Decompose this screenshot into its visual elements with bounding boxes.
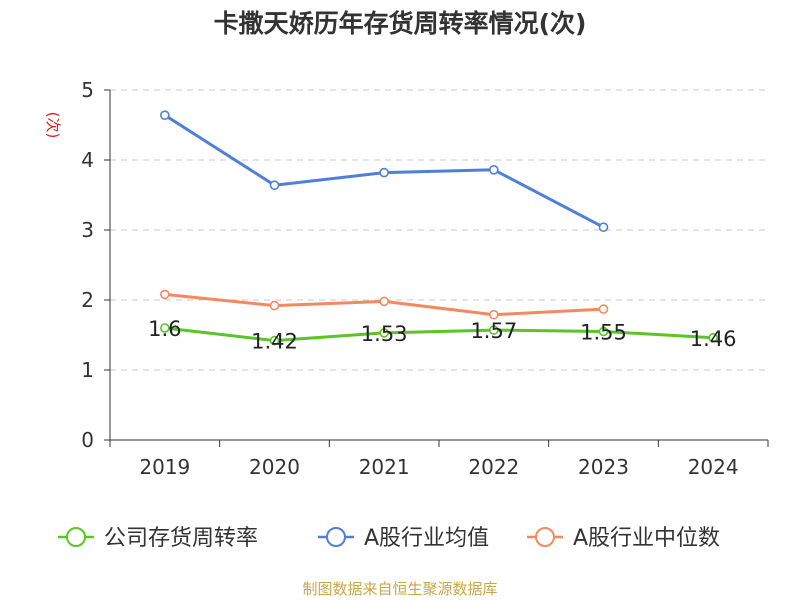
y-axis-label: (次) (44, 112, 62, 139)
data-point (160, 323, 170, 333)
data-point (269, 335, 280, 346)
legend-marker (66, 527, 86, 547)
y-tick-label: 5 (81, 78, 94, 102)
data-point (269, 300, 280, 311)
data-point (489, 325, 499, 335)
data-label: 1.42 (251, 330, 298, 354)
chart-title: 卡撒天娇历年存货周转率情况(次) (213, 9, 587, 38)
x-tick-label: 2023 (578, 455, 629, 479)
y-tick-label: 2 (81, 288, 94, 312)
data-labels: 1.6 1.42 1.53 1.57 1.55 1.46 (148, 317, 736, 354)
data-point (598, 304, 609, 314)
data-point (708, 332, 718, 343)
y-tick-label: 0 (81, 428, 94, 452)
data-point (489, 165, 499, 175)
data-label: 1.57 (470, 319, 517, 343)
y-tick-label: 4 (81, 148, 94, 172)
x-tick-label: 2022 (468, 455, 519, 479)
data-point (379, 328, 389, 338)
data-point (598, 326, 609, 337)
y-tick-label: 1 (81, 358, 94, 382)
data-point (269, 180, 280, 190)
data-point (379, 296, 389, 307)
x-tick-label: 2020 (249, 455, 300, 479)
legend-label: 公司存货周转率 (104, 526, 258, 551)
data-point (379, 167, 389, 178)
legend-label: A股行业均值 (364, 526, 489, 551)
tick-labels: 0 1 2 3 4 5 2019 2020 2021 2022 2023 2024 (次) (44, 78, 739, 479)
legend-marker (535, 527, 555, 547)
data-point (598, 222, 609, 232)
legend-marker (326, 527, 346, 547)
data-label: 1.6 (148, 317, 181, 341)
grid-lines (110, 89, 768, 371)
x-tick-label: 2019 (139, 455, 190, 479)
legend-label: A股行业中位数 (573, 526, 720, 551)
source-note: 制图数据来自恒生聚源数据库 (302, 580, 498, 598)
data-point (160, 110, 170, 120)
legend: 公司存货周转率 A股行业均值 A股行业中位数 (58, 526, 720, 551)
data-points (160, 110, 718, 346)
x-tick-label: 2024 (688, 455, 739, 479)
data-label: 1.46 (690, 327, 737, 351)
y-tick-label: 3 (81, 218, 94, 242)
data-label: 1.55 (580, 321, 627, 345)
x-tick-label: 2021 (359, 455, 410, 479)
series-line-0 (163, 326, 715, 343)
data-label: 1.53 (361, 322, 408, 346)
data-point (160, 289, 170, 300)
series-lines (163, 113, 715, 343)
data-point (489, 309, 499, 320)
axes (104, 89, 769, 447)
